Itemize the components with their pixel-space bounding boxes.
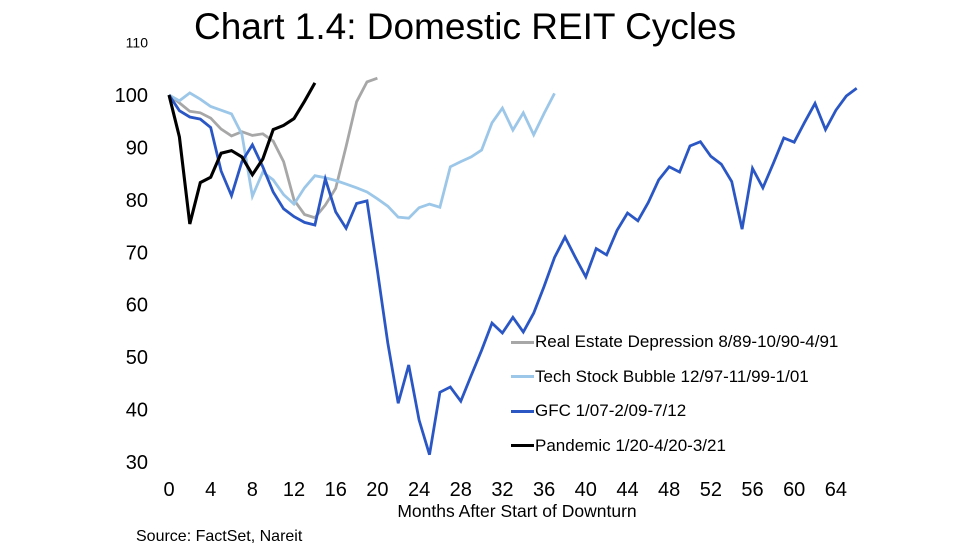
x-tick-label: 0: [163, 479, 174, 501]
x-tick-label: 40: [575, 479, 597, 501]
legend-label-1: Real Estate Depression 8/89-10/90-4/91: [535, 332, 839, 351]
x-tick-label: 8: [247, 479, 258, 501]
series-line-1: [168, 76, 378, 220]
y-tick-label: 100: [115, 85, 148, 107]
legend-item-2: Tech Stock Bubble 12/97-11/99-1/01: [511, 366, 838, 388]
x-axis-label: Months After Start of Downturn: [397, 501, 637, 521]
series-line-2: [168, 91, 556, 220]
legend-label-3: GFC 1/07-2/09-7/12: [535, 401, 687, 420]
source-note: Source: FactSet, Nareit: [136, 528, 303, 545]
legend-item-4: Pandemic 1/20-4/20-3/21: [511, 435, 838, 457]
x-tick-label: 60: [783, 479, 805, 501]
y-tick-label: 90: [126, 137, 148, 159]
x-tick-label: 20: [366, 479, 388, 501]
legend-swatch-4: [511, 444, 534, 447]
y-tick-label: 30: [126, 452, 148, 474]
x-tick-label: 4: [205, 479, 216, 501]
y-tick-label: 80: [126, 190, 148, 212]
y-tick-label: 50: [126, 347, 148, 369]
x-tick-label: 48: [658, 479, 680, 501]
x-tick-label: 36: [533, 479, 555, 501]
legend-swatch-1: [511, 340, 534, 344]
legend-label-2: Tech Stock Bubble 12/97-11/99-1/01: [535, 366, 809, 386]
legend-swatch-3: [511, 409, 534, 413]
x-tick-label: 64: [825, 479, 847, 501]
x-tick-label: 32: [491, 479, 513, 501]
x-tick-label: 44: [616, 479, 638, 501]
legend-swatch-2: [511, 375, 534, 378]
x-tick-label: 56: [741, 479, 763, 501]
x-tick-label: 12: [283, 479, 305, 501]
x-tick-label: 52: [700, 479, 722, 501]
series-line-4: [167, 82, 317, 225]
legend-item-1: Real Estate Depression 8/89-10/90-4/91: [511, 331, 838, 353]
chart-legend: Real Estate Depression 8/89-10/90-4/91 Te…: [511, 331, 838, 469]
y-tick-label: 70: [126, 242, 148, 264]
x-tick-label: 24: [408, 479, 430, 501]
series-line-3: [167, 87, 858, 456]
legend-item-3: GFC 1/07-2/09-7/12: [511, 400, 838, 422]
chart-title: Chart 1.4: Domestic REIT Cycles: [194, 6, 737, 47]
x-tick-label: 28: [450, 479, 472, 501]
y-tick-label: 110: [126, 35, 149, 51]
x-tick-label: 16: [325, 479, 347, 501]
y-tick-label: 60: [126, 295, 148, 317]
legend-label-4: Pandemic 1/20-4/20-3/21: [535, 435, 726, 455]
y-tick-label: 40: [126, 400, 148, 422]
